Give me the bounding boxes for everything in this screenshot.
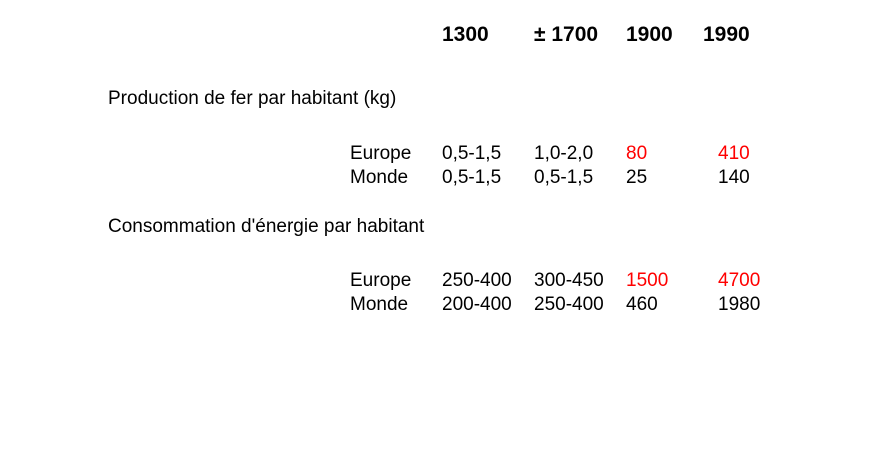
cell-value-highlight: 4700 — [718, 270, 761, 291]
year-header-1990: 1990 — [703, 23, 750, 46]
section-title-energy: Consommation d'énergie par habitant — [108, 216, 425, 237]
year-header-1900: 1900 — [626, 23, 673, 46]
cell-value: 1,0-2,0 — [534, 143, 594, 164]
row-label-europe: Europe — [350, 270, 412, 291]
cell-value: 460 — [626, 294, 658, 315]
cell-value: 200-400 — [442, 294, 512, 315]
cell-value-highlight: 410 — [718, 143, 750, 164]
cell-value: 250-400 — [534, 294, 604, 315]
row-label-monde: Monde — [350, 167, 409, 188]
year-header-1300: 1300 — [442, 23, 489, 46]
section-title-iron: Production de fer par habitant (kg) — [108, 88, 397, 109]
cell-value: 25 — [626, 167, 648, 188]
cell-value: 1980 — [718, 294, 761, 315]
row-label-europe: Europe — [350, 143, 412, 164]
cell-value: 300-450 — [534, 270, 604, 291]
year-header-1700: ± 1700 — [534, 23, 599, 46]
cell-value: 0,5-1,5 — [534, 167, 594, 188]
cell-value-highlight: 1500 — [626, 270, 669, 291]
cell-value-highlight: 80 — [626, 143, 648, 164]
cell-value: 250-400 — [442, 270, 512, 291]
cell-value: 140 — [718, 167, 750, 188]
row-label-monde: Monde — [350, 294, 409, 315]
cell-value: 0,5-1,5 — [442, 143, 502, 164]
cell-value: 0,5-1,5 — [442, 167, 502, 188]
